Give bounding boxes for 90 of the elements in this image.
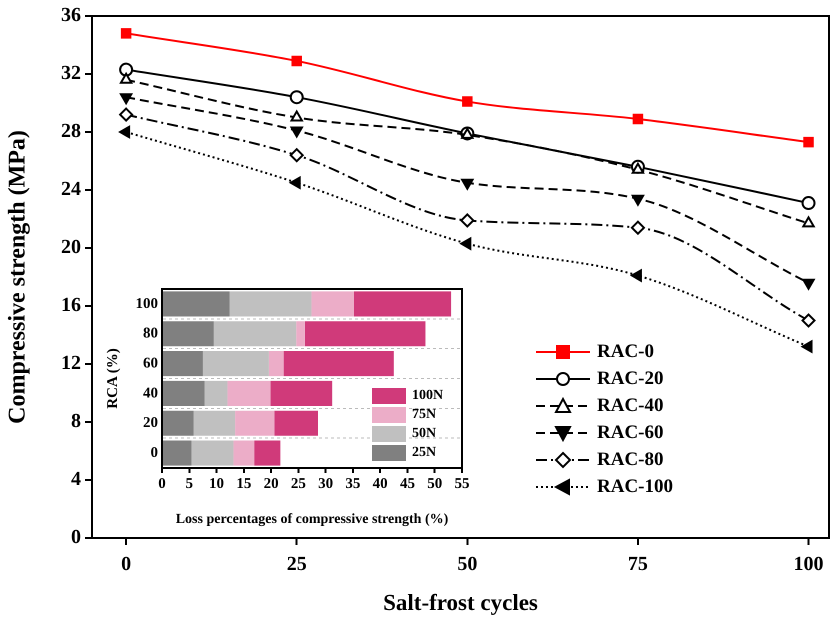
point [290,110,303,122]
legend-label: RAC-80 [597,448,664,470]
y-tick-label: 16 [61,294,81,316]
point [630,269,642,282]
x-tick-label: 55 [454,476,470,492]
x-axis-title: Salt-frost cycles [383,590,538,616]
point [802,278,815,290]
bar [274,410,318,436]
y-tick-label: 40 [143,385,158,402]
y-axis-title: RCA (%) [104,348,121,409]
x-tick-label: 50 [427,476,442,492]
point [120,28,132,39]
point [802,314,816,328]
y-tick-label: 0 [71,526,81,548]
y-tick-label: 20 [61,236,81,258]
bar [284,351,394,376]
point [460,237,472,250]
x-tick-label: 25 [286,553,307,576]
point [632,114,644,124]
x-tick-label: 5 [186,476,194,492]
point [119,62,134,77]
bar [163,321,214,346]
y-tick-label: 100 [136,296,158,312]
bar [254,440,280,466]
y-tick-label: 24 [61,178,81,200]
point [462,96,473,107]
x-tick-label: 100 [794,553,824,576]
point [290,176,301,189]
bar [163,291,230,316]
point [119,108,134,122]
legend-label: 25N [412,444,436,460]
legend-label: RAC-40 [597,394,664,416]
bar [270,380,332,406]
bar [163,351,203,376]
x-tick-label: 20 [264,476,279,492]
y-tick-label: 12 [61,352,81,374]
y-tick-label: 60 [143,355,158,372]
legend-label: 100N [412,388,444,404]
point [802,196,816,210]
point [460,213,474,228]
y-tick-label: 32 [61,62,81,84]
point [291,56,302,66]
legend-label: 50N [412,426,436,442]
y-tick-label: 36 [61,4,81,26]
legend-label: RAC-20 [597,368,664,390]
bar [191,440,234,466]
point [290,90,304,104]
x-tick-label: 10 [209,476,224,492]
point [802,340,813,353]
bar [304,321,426,346]
y-tick-label: 4 [71,468,81,490]
y-tick-label: 8 [71,410,81,432]
point [632,162,644,174]
point [290,148,304,162]
x-tick-label: 25 [290,476,306,492]
point [119,126,130,138]
bar [311,291,354,316]
bar [354,291,452,316]
legend-label: 75N [412,406,436,422]
bar [202,351,269,376]
x-tick-label: 15 [236,476,252,492]
bar [268,351,284,376]
point [803,136,814,148]
x-tick-label: 0 [121,553,132,576]
x-axis-title: Loss percentages of compressive strength (%) [176,512,449,528]
y-axis-title: Compressive strength (MPa) [4,130,31,424]
bar [163,380,205,406]
y-tick-label: 80 [143,326,158,342]
x-tick-label: 40 [372,476,388,492]
x-tick-label: 75 [628,553,648,576]
x-tick-label: 30 [318,476,334,492]
legend-label: RAC-0 [597,340,654,362]
bar [235,410,274,436]
bar [163,410,194,436]
bar [230,291,312,316]
point [630,220,645,235]
legend-label: RAC-60 [597,422,664,444]
bar [204,380,228,406]
bar [233,440,254,466]
point [120,72,132,84]
x-tick-label: 35 [345,476,360,492]
bar [227,380,271,406]
x-tick-label: 50 [457,553,478,576]
y-tick-label: 0 [150,444,158,461]
y-tick-label: 20 [143,415,158,432]
x-tick-label: 45 [400,476,415,492]
y-tick-label: 28 [61,120,81,142]
bar [163,440,192,466]
legend-label: RAC-100 [597,476,673,498]
bar [296,321,305,346]
